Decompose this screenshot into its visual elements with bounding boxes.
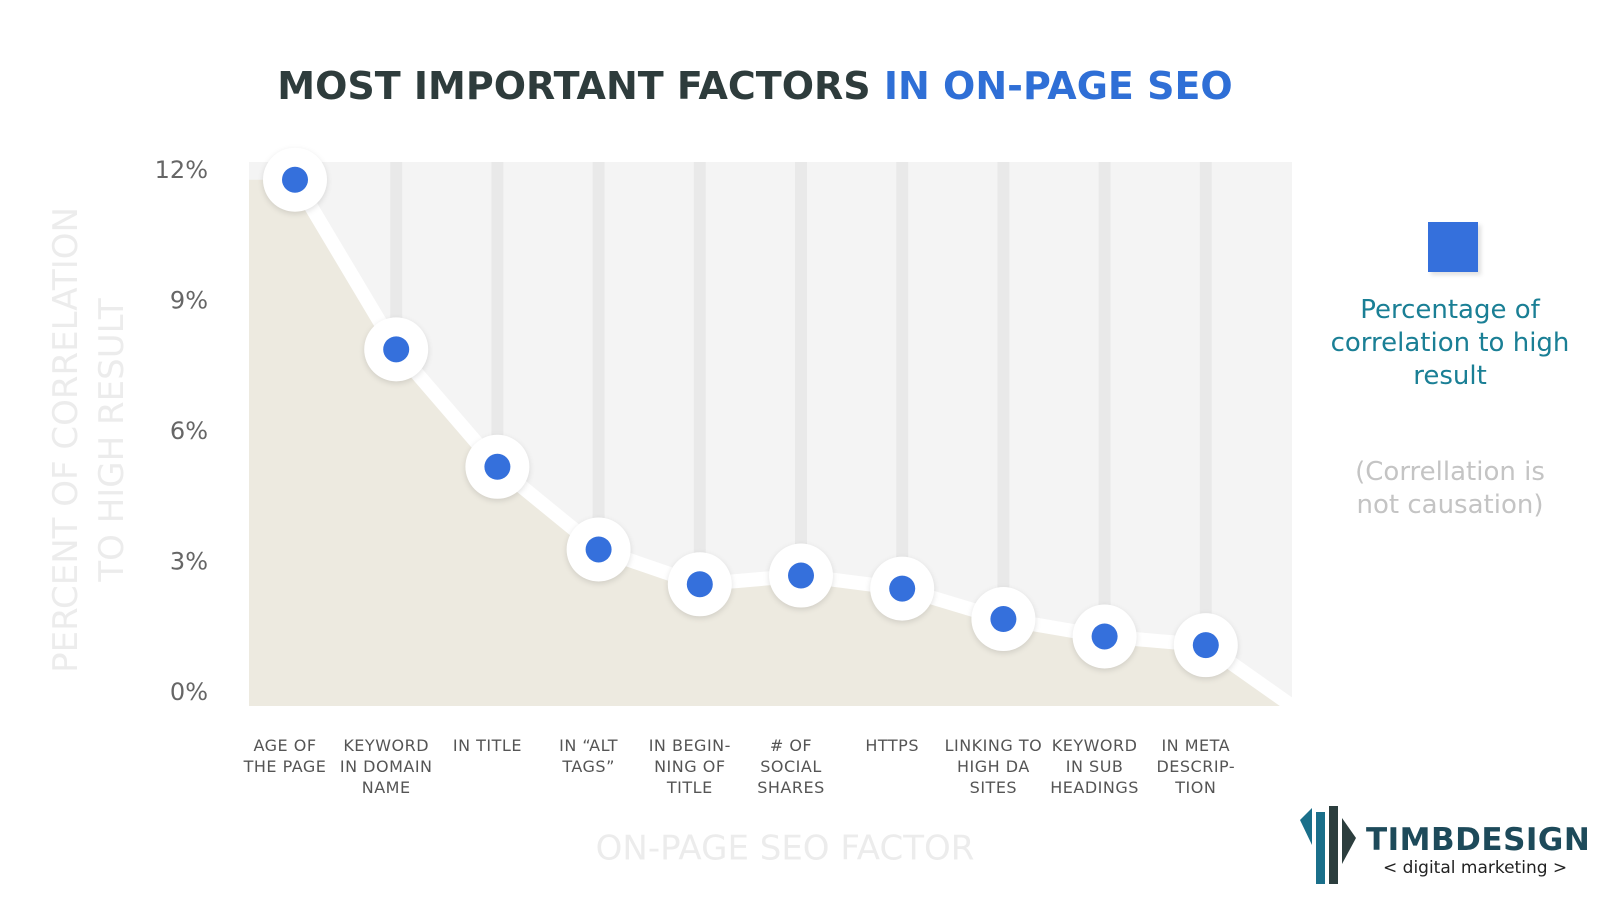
- marker: [585, 536, 612, 563]
- legend-label: Percentage of correlation to high result: [1330, 295, 1570, 391]
- note: (Correllation is not causation): [1355, 457, 1545, 520]
- x-tick-label: IN TITLE: [452, 736, 522, 755]
- y-tick-label: 0%: [170, 678, 208, 706]
- x-tick-label: HTTPS: [865, 736, 919, 755]
- x-tick-label: KEYWORD IN DOMAIN NAME: [339, 736, 433, 797]
- x-axis-label: ON-PAGE SEO FACTOR: [596, 829, 975, 869]
- y-tick-label: 12%: [155, 156, 208, 184]
- marker: [990, 606, 1017, 633]
- y-tick-label: 6%: [170, 417, 208, 445]
- logo-tagline: < digital marketing >: [1383, 858, 1568, 878]
- marker: [1192, 632, 1219, 659]
- x-tick-label: KEYWORD IN SUB HEADINGS: [1050, 736, 1139, 797]
- chart-title: MOST IMPORTANT FACTORS IN ON-PAGE SEO: [277, 64, 1232, 108]
- marker: [889, 575, 916, 602]
- marker: [788, 562, 814, 589]
- marker: [282, 166, 308, 193]
- area: [249, 179, 1292, 706]
- x-tick-label: AGE OF THE PAGE: [243, 736, 327, 776]
- stripe: [997, 162, 1010, 706]
- legend-swatch: [1428, 222, 1478, 272]
- line: [288, 176, 1207, 653]
- marker: [686, 571, 713, 598]
- marker: [1091, 623, 1118, 650]
- title-part: MOST IMPORTANT FACTORS: [277, 64, 870, 108]
- y-tick-label: 9%: [170, 287, 208, 315]
- x-tick-label: IN BEGIN- NING OF TITLE: [648, 736, 731, 797]
- x-tick-label: IN “ALT TAGS”: [559, 736, 619, 776]
- marker: [383, 336, 410, 363]
- logo-icon: [1300, 806, 1356, 884]
- y-axis-label: PERCENT OF CORRELATION TO HIGH RESULT: [46, 207, 132, 673]
- title-part: IN ON-PAGE SEO: [884, 64, 1233, 108]
- x-tick-label: # OF SOCIAL SHARES: [757, 736, 825, 797]
- stripe: [1199, 162, 1212, 706]
- y-tick-label: 3%: [170, 548, 208, 576]
- stripe: [1098, 162, 1111, 706]
- x-tick-label: LINKING TO HIGH DA SITES: [944, 736, 1043, 797]
- logo-name: TIMBDESIGN: [1366, 822, 1591, 858]
- x-tick-label: IN META DESCRIP- TION: [1156, 736, 1236, 797]
- marker: [484, 453, 511, 480]
